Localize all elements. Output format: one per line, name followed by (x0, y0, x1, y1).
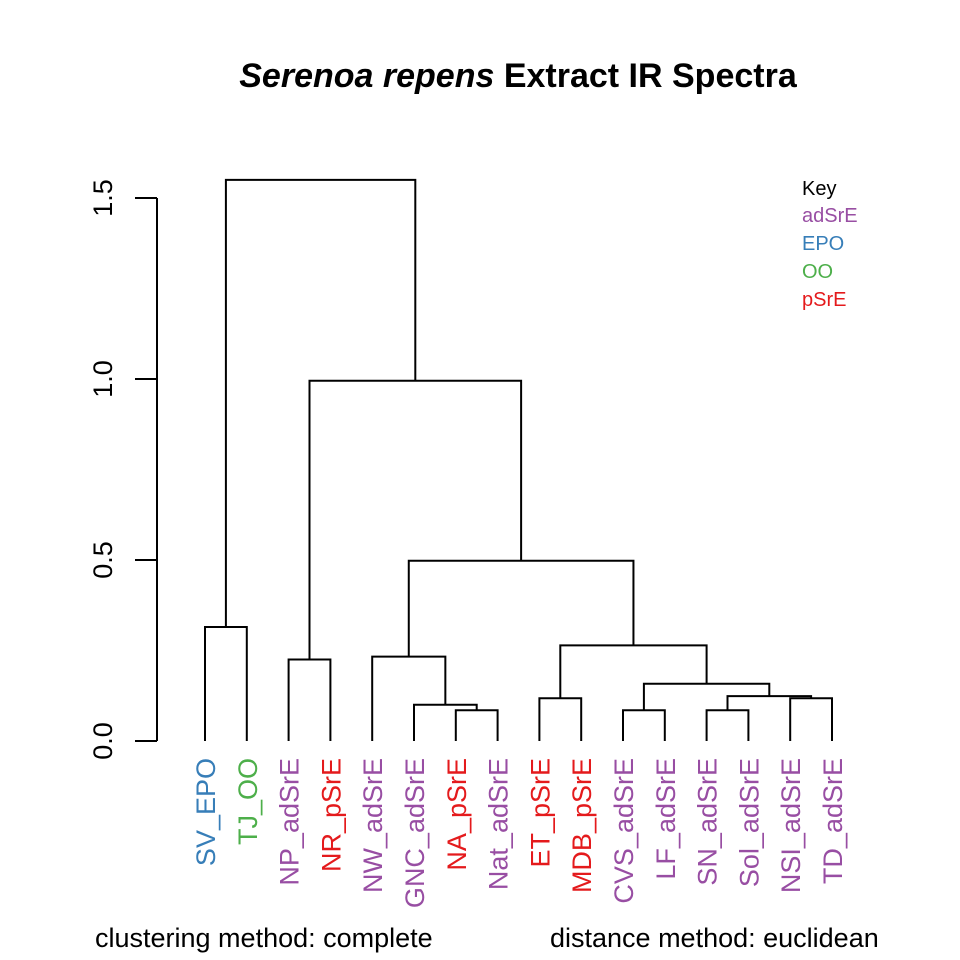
leaf-label: CVS_adSrE (609, 758, 639, 904)
leaf-label: TD_adSrE (818, 758, 848, 884)
dendrogram-branch-m1 (204, 625, 248, 741)
leaf-label: MDB_pSrE (567, 758, 597, 893)
chart-title-rest: Extract IR Spectra (494, 57, 797, 95)
dendrogram-branch-m5 (371, 655, 447, 741)
legend-entry: pSrE (802, 289, 846, 311)
legend-entry: EPO (802, 233, 844, 255)
dendrogram-branch-m12 (559, 644, 708, 699)
dendrogram-branch-m8 (705, 709, 750, 741)
leaf-label: TJ_OO (233, 758, 263, 845)
dendrogram-branch-m7 (622, 709, 666, 741)
y-tick-label: 1.0 (88, 360, 118, 398)
leaf-label: NP_adSrE (275, 758, 305, 886)
dendrogram-branch-m14 (308, 379, 523, 660)
y-tick-label: 0.0 (88, 722, 118, 760)
chart-title: Serenoa repens Extract IR Spectra (239, 57, 798, 95)
leaf-label: Nat_adSrE (484, 758, 514, 890)
y-tick-label: 0.5 (88, 541, 118, 579)
dendrogram-branch-m13 (407, 559, 635, 657)
leaf-label: SN_adSrE (693, 758, 723, 886)
legend: Key adSrE EPO OO pSrE (802, 178, 858, 311)
legend-title: Key (802, 178, 836, 200)
dendrogram-branches (204, 178, 833, 741)
footer-distance-method: distance method: euclidean (550, 923, 879, 953)
chart-title-italic: Serenoa repens (239, 57, 494, 95)
leaf-label: NSI_adSrE (776, 758, 806, 893)
leaf-labels: SV_EPO TJ_OO NP_adSrE NR_pSrE NW_adSrE GNC_ad… (191, 758, 848, 908)
leaf-label: NR_pSrE (316, 758, 346, 872)
leaf-label: NW_adSrE (358, 758, 388, 893)
y-tick-label: 1.5 (88, 179, 118, 217)
leaf-label: GNC_adSrE (400, 758, 430, 908)
dendrogram-branch-m3 (454, 709, 499, 741)
y-axis: 0.0 0.5 1.0 1.5 (88, 179, 158, 760)
leaf-label: Sol_adSrE (734, 758, 764, 887)
dendrogram-branch-m2 (287, 658, 332, 741)
leaf-label: ET_pSrE (525, 758, 555, 868)
dendrogram-branch-m9 (789, 697, 833, 741)
leaf-label: NA_pSrE (442, 758, 472, 871)
legend-entry: OO (802, 261, 833, 283)
footer-clustering-method: clustering method: complete (95, 923, 433, 953)
dendrogram-branch-m6 (538, 697, 583, 741)
leaf-label: LF_adSrE (651, 758, 681, 880)
legend-entry: adSrE (802, 205, 858, 227)
dendrogram-branch-m15 (224, 178, 417, 627)
leaf-label: SV_EPO (191, 758, 221, 866)
